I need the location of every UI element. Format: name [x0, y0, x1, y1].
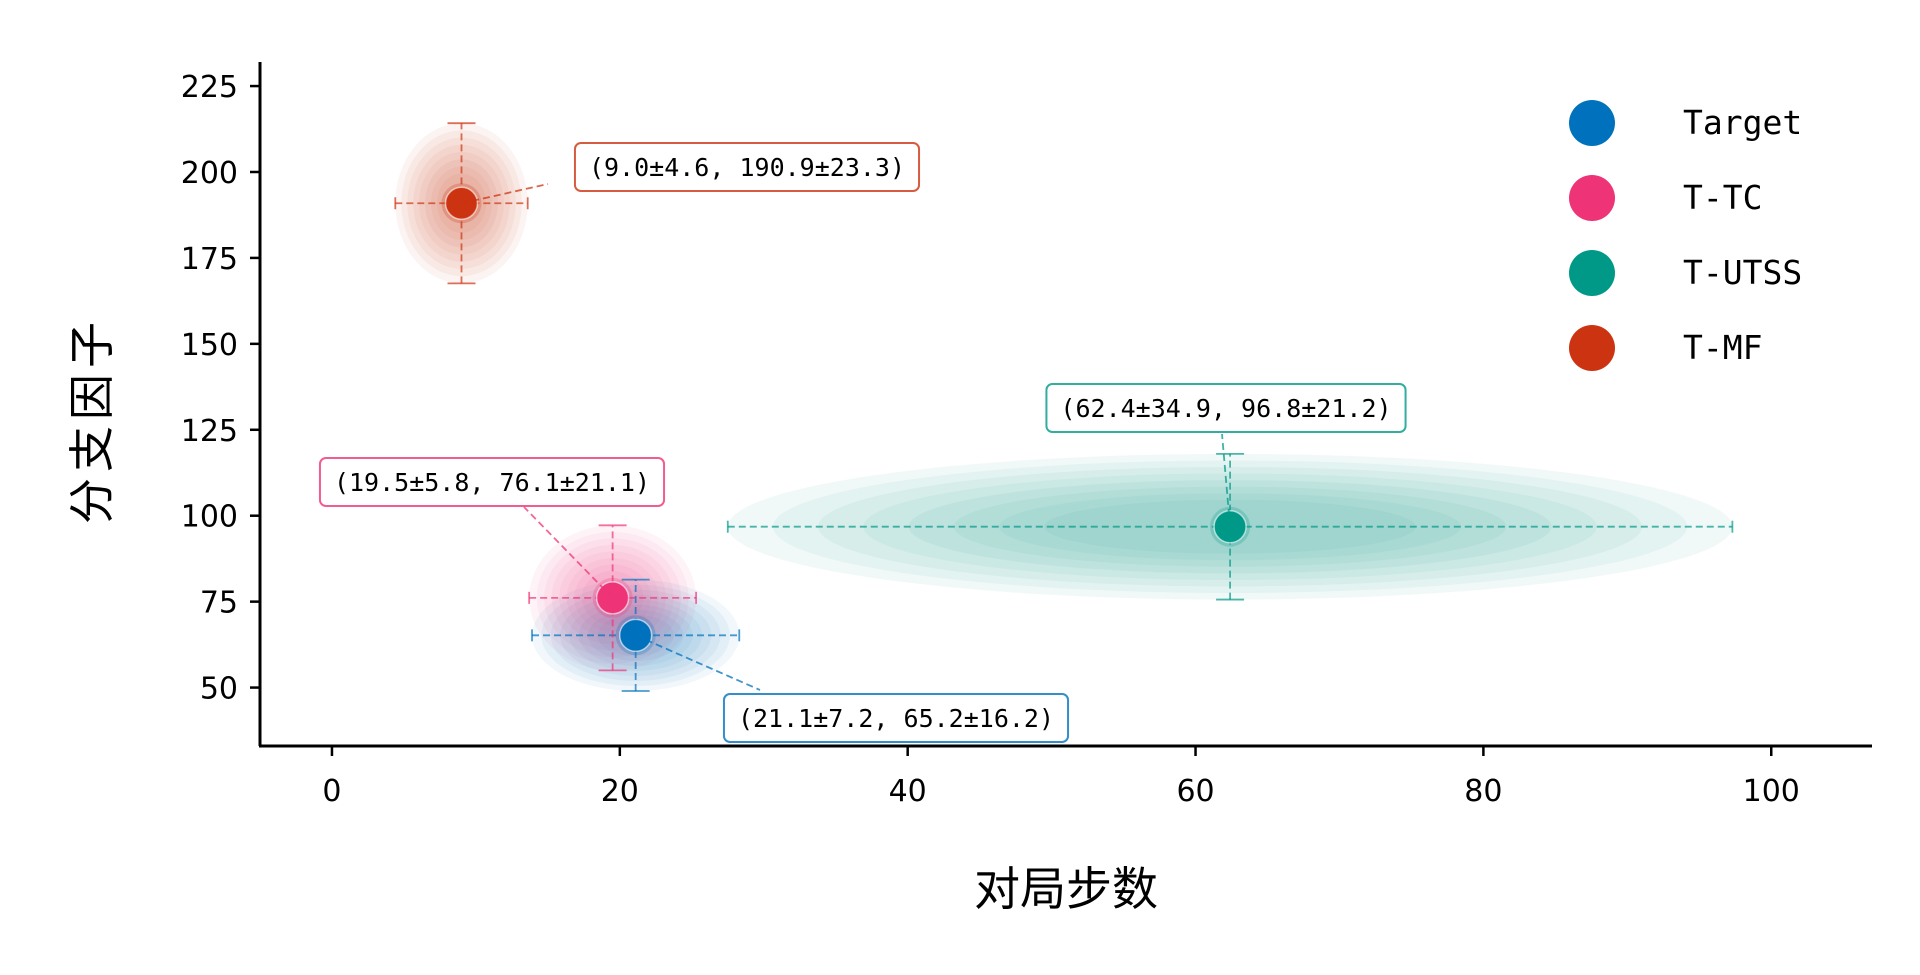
annotation-target: (21.1±7.2, 65.2±16.2)	[722, 693, 1070, 743]
annotation-box	[573, 142, 921, 192]
annotation-t-tc: (19.5±5.8, 76.1±21.1)	[318, 457, 666, 507]
x-tick-label: 0	[322, 774, 341, 809]
x-tick-label: 20	[601, 774, 639, 809]
annotation-leader	[461, 183, 549, 205]
x-tick-label: 60	[1176, 774, 1214, 809]
y-tick-label: 175	[181, 242, 238, 277]
y-axis-label: 分支因子	[65, 316, 119, 524]
y-ticks: 50 75 100 125 150 175 200 225	[181, 70, 260, 707]
legend-marker	[1569, 325, 1615, 371]
legend-label: T-TC	[1683, 178, 1762, 217]
annotation-label: (9.0±4.6, 190.9±23.3)	[589, 153, 905, 182]
legend: Target T-TC T-UTSS T-MF	[1569, 100, 1802, 371]
x-tick-label: 100	[1743, 774, 1800, 809]
annotation-box	[722, 693, 1070, 743]
annotation-t-mf: (9.0±4.6, 190.9±23.3)	[573, 142, 921, 192]
legend-marker	[1569, 100, 1615, 146]
x-tick-label: 40	[889, 774, 927, 809]
y-tick-label: 75	[200, 586, 238, 621]
annotation-leader	[523, 506, 614, 599]
legend-label: T-MF	[1683, 328, 1762, 367]
annotation-leader	[1221, 433, 1231, 527]
legend-label: Target	[1683, 103, 1802, 142]
y-tick-label: 100	[181, 500, 238, 535]
y-tick-label: 125	[181, 414, 238, 449]
legend-label: T-UTSS	[1683, 253, 1802, 292]
annotation-box	[1045, 383, 1407, 433]
annotation-box	[318, 457, 666, 507]
x-ticks: 0 20 40 60 80 100	[322, 746, 1800, 809]
axes: 0 20 40 60 80 100 50 75 100 125 150 175 200 225	[181, 62, 1872, 809]
legend-marker	[1569, 250, 1615, 296]
legend-marker	[1569, 175, 1615, 221]
y-tick-label: 200	[181, 156, 238, 191]
annotations: (21.1±7.2, 65.2±16.2) (19.5±5.8, 76.1±21.…	[318, 142, 1407, 743]
x-axis-label: 对局步数	[974, 862, 1158, 916]
annotation-label: (19.5±5.8, 76.1±21.1)	[334, 468, 650, 497]
annotation-leader	[635, 634, 761, 691]
y-tick-label: 150	[181, 328, 238, 363]
annotation-label: (62.4±34.9, 96.8±21.2)	[1060, 394, 1391, 423]
annotation-t-utss: (62.4±34.9, 96.8±21.2)	[1045, 383, 1407, 433]
annotation-label: (21.1±7.2, 65.2±16.2)	[738, 704, 1054, 733]
x-tick-label: 80	[1464, 774, 1502, 809]
y-tick-label: 50	[200, 672, 238, 707]
y-tick-label: 225	[181, 70, 238, 105]
